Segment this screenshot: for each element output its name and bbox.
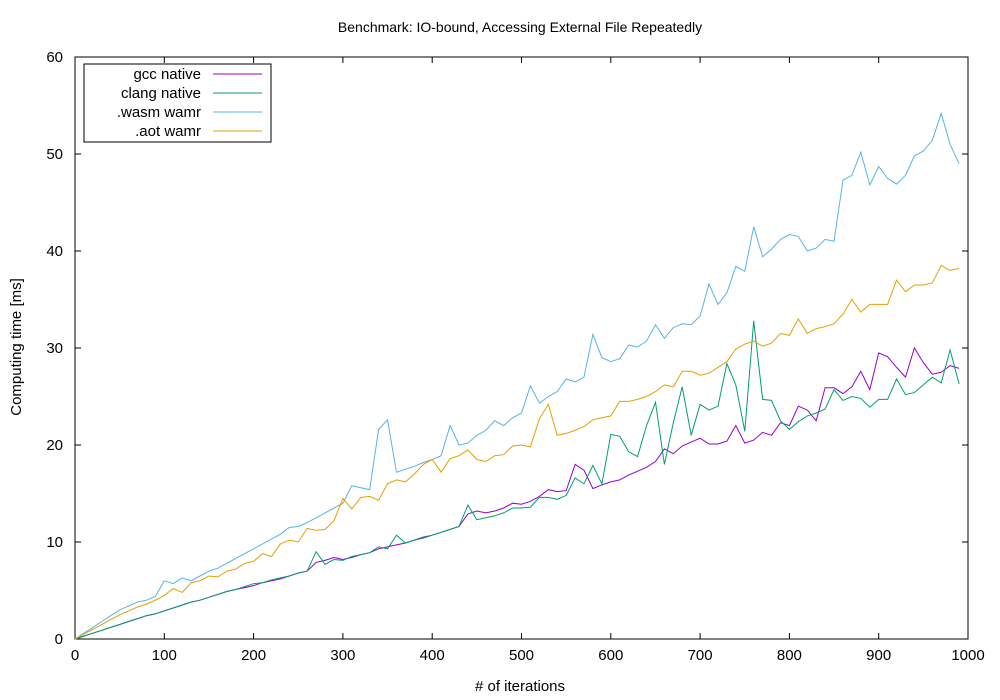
chart-title: Benchmark: IO-bound, Accessing External … (338, 19, 702, 35)
y-tick-label: 50 (46, 146, 63, 163)
legend-label: clang native (121, 85, 201, 102)
legend-label: .aot wamr (135, 123, 201, 140)
series-layer (74, 111, 960, 640)
x-tick-label: 900 (866, 647, 891, 664)
x-tick-label: 500 (509, 647, 534, 664)
series-line-gcc-native (74, 346, 960, 640)
y-tick-label: 30 (46, 340, 63, 357)
x-tick-label: 0 (71, 647, 79, 664)
x-axis-label: # of iterations (475, 678, 565, 695)
y-tick-label: 0 (55, 631, 63, 648)
y-tick-label: 60 (46, 49, 63, 66)
x-tick-label: 800 (777, 647, 802, 664)
y-axis-label: Computing time [ms] (8, 278, 25, 416)
axes: 0 100 200 300 400 500 600 700 800 900 1000 0 10 20 30 4… (46, 49, 984, 664)
series-line-aot-wamr (74, 264, 960, 640)
series-line-clang-native (74, 320, 960, 640)
x-tick-label: 400 (420, 647, 445, 664)
legend-label: .wasm wamr (117, 104, 201, 121)
x-tick-label: 200 (241, 647, 266, 664)
legend-label: gcc native (133, 66, 201, 83)
legend: gcc native clang native .wasm wamr .aot wam… (83, 63, 272, 143)
y-tick-label: 10 (46, 534, 63, 551)
x-tick-label: 300 (330, 647, 355, 664)
series-line-wasm-wamr (74, 111, 960, 640)
x-tick-label: 600 (598, 647, 623, 664)
x-tick-label: 100 (152, 647, 177, 664)
x-tick-label: 700 (688, 647, 713, 664)
y-tick-label: 20 (46, 437, 63, 454)
plot-border (74, 56, 969, 640)
legend-box (83, 63, 272, 143)
x-tick-label: 1000 (951, 647, 984, 664)
y-tick-label: 40 (46, 243, 63, 260)
